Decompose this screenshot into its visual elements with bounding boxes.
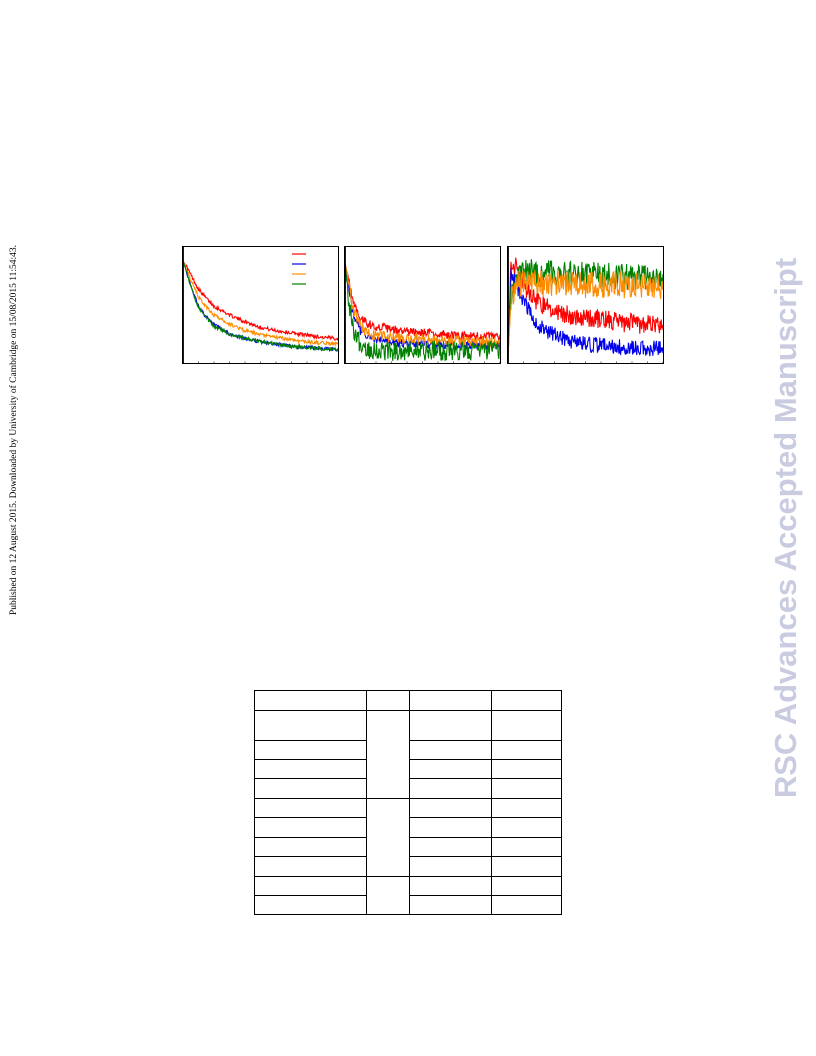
chart-panel-3 (507, 246, 664, 364)
table-cell (254, 690, 367, 711)
table-cell (366, 690, 410, 711)
series-line-orange (344, 263, 501, 348)
plot-frame (507, 246, 664, 364)
table-row (254, 895, 562, 915)
table-cell (254, 710, 367, 741)
table-cell (409, 856, 492, 877)
series-line-green (344, 263, 501, 361)
table-cell (409, 876, 492, 896)
table-cell (491, 778, 562, 799)
table-cell (409, 798, 492, 818)
table-cell (254, 778, 367, 799)
table-cell (409, 740, 492, 760)
table-cell (409, 817, 492, 838)
plot-frame (182, 246, 339, 364)
series-line-red (182, 260, 339, 342)
table-group-cell (366, 876, 410, 915)
table-cell (491, 710, 562, 741)
table-row (254, 710, 562, 799)
table-row (254, 817, 562, 838)
table-row (254, 740, 562, 760)
table-header-row (254, 690, 562, 711)
table-row (254, 876, 562, 915)
table-cell (491, 817, 562, 838)
series-line-blue (507, 268, 664, 357)
chart-panel-2 (344, 246, 501, 364)
table-cell (491, 895, 562, 915)
table-cell (254, 837, 367, 857)
table-cell (409, 710, 492, 741)
series-line-orange (182, 260, 339, 347)
table-cell (491, 856, 562, 877)
table-cell (491, 798, 562, 818)
table-cell (491, 759, 562, 779)
series-line-orange (507, 270, 664, 357)
table-row (254, 798, 562, 877)
manuscript-watermark: RSC Advances Accepted Manuscript (768, 257, 803, 799)
series-line-green (182, 261, 339, 352)
table-cell (254, 895, 367, 915)
table-cell (409, 778, 492, 799)
table-cell (491, 876, 562, 896)
table-cell (409, 837, 492, 857)
plot-frame (344, 246, 501, 364)
table-cell (254, 759, 367, 779)
table-cell (491, 740, 562, 760)
table-group-cell (366, 710, 410, 799)
table-cell (491, 690, 562, 711)
table-cell (254, 817, 367, 838)
table-cell (254, 856, 367, 877)
table-cell (254, 740, 367, 760)
download-notice: Published on 12 August 2015. Downloaded … (9, 244, 19, 616)
chart-panel-1 (182, 246, 339, 364)
table-cell (254, 876, 367, 896)
series-line-red (507, 257, 664, 357)
series-line-red (344, 263, 501, 342)
table-cell (409, 895, 492, 915)
table-cell (254, 798, 367, 818)
table-cell (491, 837, 562, 857)
table-group-cell (366, 798, 410, 877)
table-cell (409, 759, 492, 779)
data-table (254, 690, 562, 915)
table-cell (409, 690, 492, 711)
